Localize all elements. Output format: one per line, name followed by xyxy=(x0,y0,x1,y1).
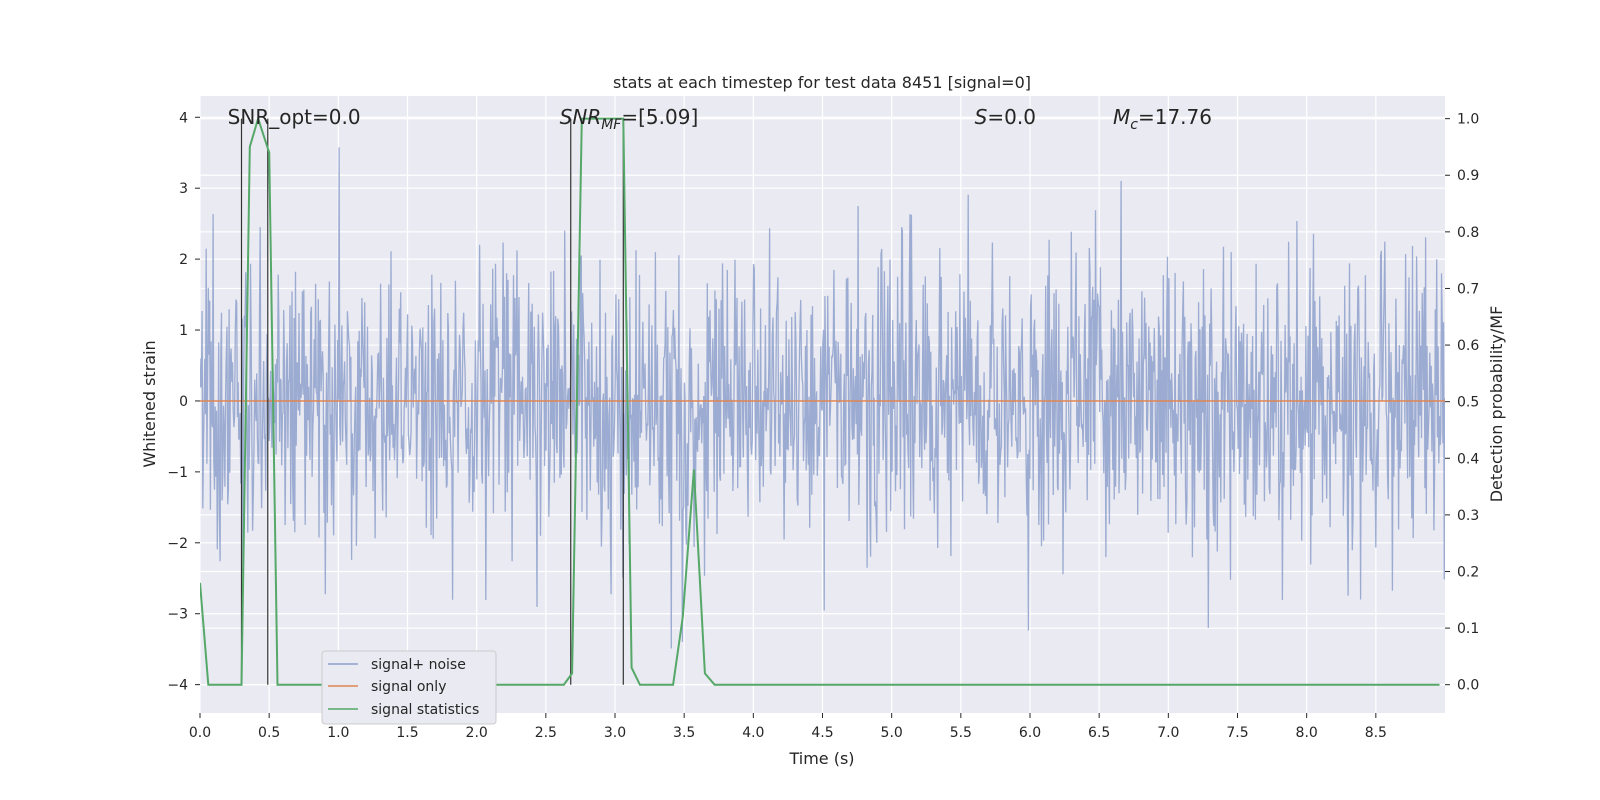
x-tick-label: 8.0 xyxy=(1296,725,1318,741)
x-tick-label: 0.0 xyxy=(189,725,211,741)
y-right-tick-label: 0.7 xyxy=(1457,281,1479,297)
y-right-tick-label: 1.0 xyxy=(1457,112,1479,128)
y-left-tick-label: −4 xyxy=(167,678,188,694)
signal-statistics-line xyxy=(200,115,1440,686)
y-left-tick-labels: 4 3 2 1 0 −1 −2 −3 −4 xyxy=(167,110,200,694)
y-left-tick-label: 1 xyxy=(179,323,188,339)
y-right-axis-label: Detection probability/MF xyxy=(1487,306,1506,503)
y-right-tick-label: 0.5 xyxy=(1457,395,1479,411)
legend-box xyxy=(321,650,497,725)
y-right-tick-label: 0.4 xyxy=(1457,451,1479,467)
x-tick-label: 3.5 xyxy=(673,725,695,741)
x-tick-label: 5.5 xyxy=(950,725,972,741)
x-tick-label: 4.0 xyxy=(742,725,764,741)
annotation-2: S=0.0 xyxy=(975,105,1036,129)
x-tick-label: 2.0 xyxy=(466,725,488,741)
annotation-1: SNRMF=[5.09] xyxy=(560,105,699,133)
y-left-tick-label: −2 xyxy=(167,536,188,552)
y-right-tick-label: 0.6 xyxy=(1457,338,1479,354)
x-tick-labels: 0.0 0.5 1.0 1.5 2.0 2.5 3.0 3.5 4.0 4.5 5.0 5.5 6.0 6… xyxy=(189,713,1387,741)
annotation-3: Mc=17.76 xyxy=(1113,105,1212,133)
y-left-tick-label: 3 xyxy=(179,181,188,197)
y-right-tick-label: 0.9 xyxy=(1457,168,1479,184)
y-left-tick-label: −3 xyxy=(167,607,188,623)
annotation-0: SNR_opt=0.0 xyxy=(228,105,361,129)
legend-label-signal-statistics: signal statistics xyxy=(371,702,479,718)
signal-statistics-series xyxy=(200,115,1440,686)
y-right-tick-label: 0.1 xyxy=(1457,621,1479,637)
x-tick-label: 6.5 xyxy=(1088,725,1110,741)
x-tick-label: 3.0 xyxy=(604,725,626,741)
y-right-tick-labels: 1.0 0.9 0.8 0.7 0.6 0.5 0.4 0.3 0.2 0.1 0.0 xyxy=(1445,112,1479,694)
x-axis-label: Time (s) xyxy=(788,749,854,768)
annotations: SNR_opt=0.0 SNRMF=[5.09] S=0.0 Mc=17.76 xyxy=(228,105,1212,133)
y-right-tick-label: 0.8 xyxy=(1457,225,1479,241)
legend-label-signal-only: signal only xyxy=(371,679,446,695)
chart-title: stats at each timestep for test data 845… xyxy=(613,73,1031,92)
signal-noise-series xyxy=(200,147,1445,649)
x-tick-label: 5.0 xyxy=(881,725,903,741)
y-left-tick-label: 2 xyxy=(179,252,188,268)
y-left-tick-label: 4 xyxy=(179,110,188,126)
signal-noise-line xyxy=(200,147,1445,649)
x-tick-label: 4.5 xyxy=(811,725,833,741)
y-left-axis-label: Whitened strain xyxy=(140,340,159,467)
x-tick-label: 7.5 xyxy=(1226,725,1248,741)
y-left-tick-label: −1 xyxy=(167,465,188,481)
y-right-tick-label: 0.0 xyxy=(1457,678,1479,694)
x-tick-label: 6.0 xyxy=(1019,725,1041,741)
x-tick-label: 1.5 xyxy=(396,725,418,741)
legend: signal+ noise signal only signal statist… xyxy=(321,650,497,725)
legend-label-signal-noise: signal+ noise xyxy=(371,657,466,673)
vertical-markers xyxy=(240,118,624,685)
y-right-tick-label: 0.3 xyxy=(1457,508,1479,524)
x-tick-label: 2.5 xyxy=(535,725,557,741)
y-left-tick-label: 0 xyxy=(179,394,188,410)
x-tick-label: 8.5 xyxy=(1365,725,1387,741)
y-right-tick-label: 0.2 xyxy=(1457,564,1479,580)
x-tick-label: 0.5 xyxy=(258,725,280,741)
x-tick-label: 1.0 xyxy=(327,725,349,741)
x-tick-label: 7.0 xyxy=(1157,725,1179,741)
